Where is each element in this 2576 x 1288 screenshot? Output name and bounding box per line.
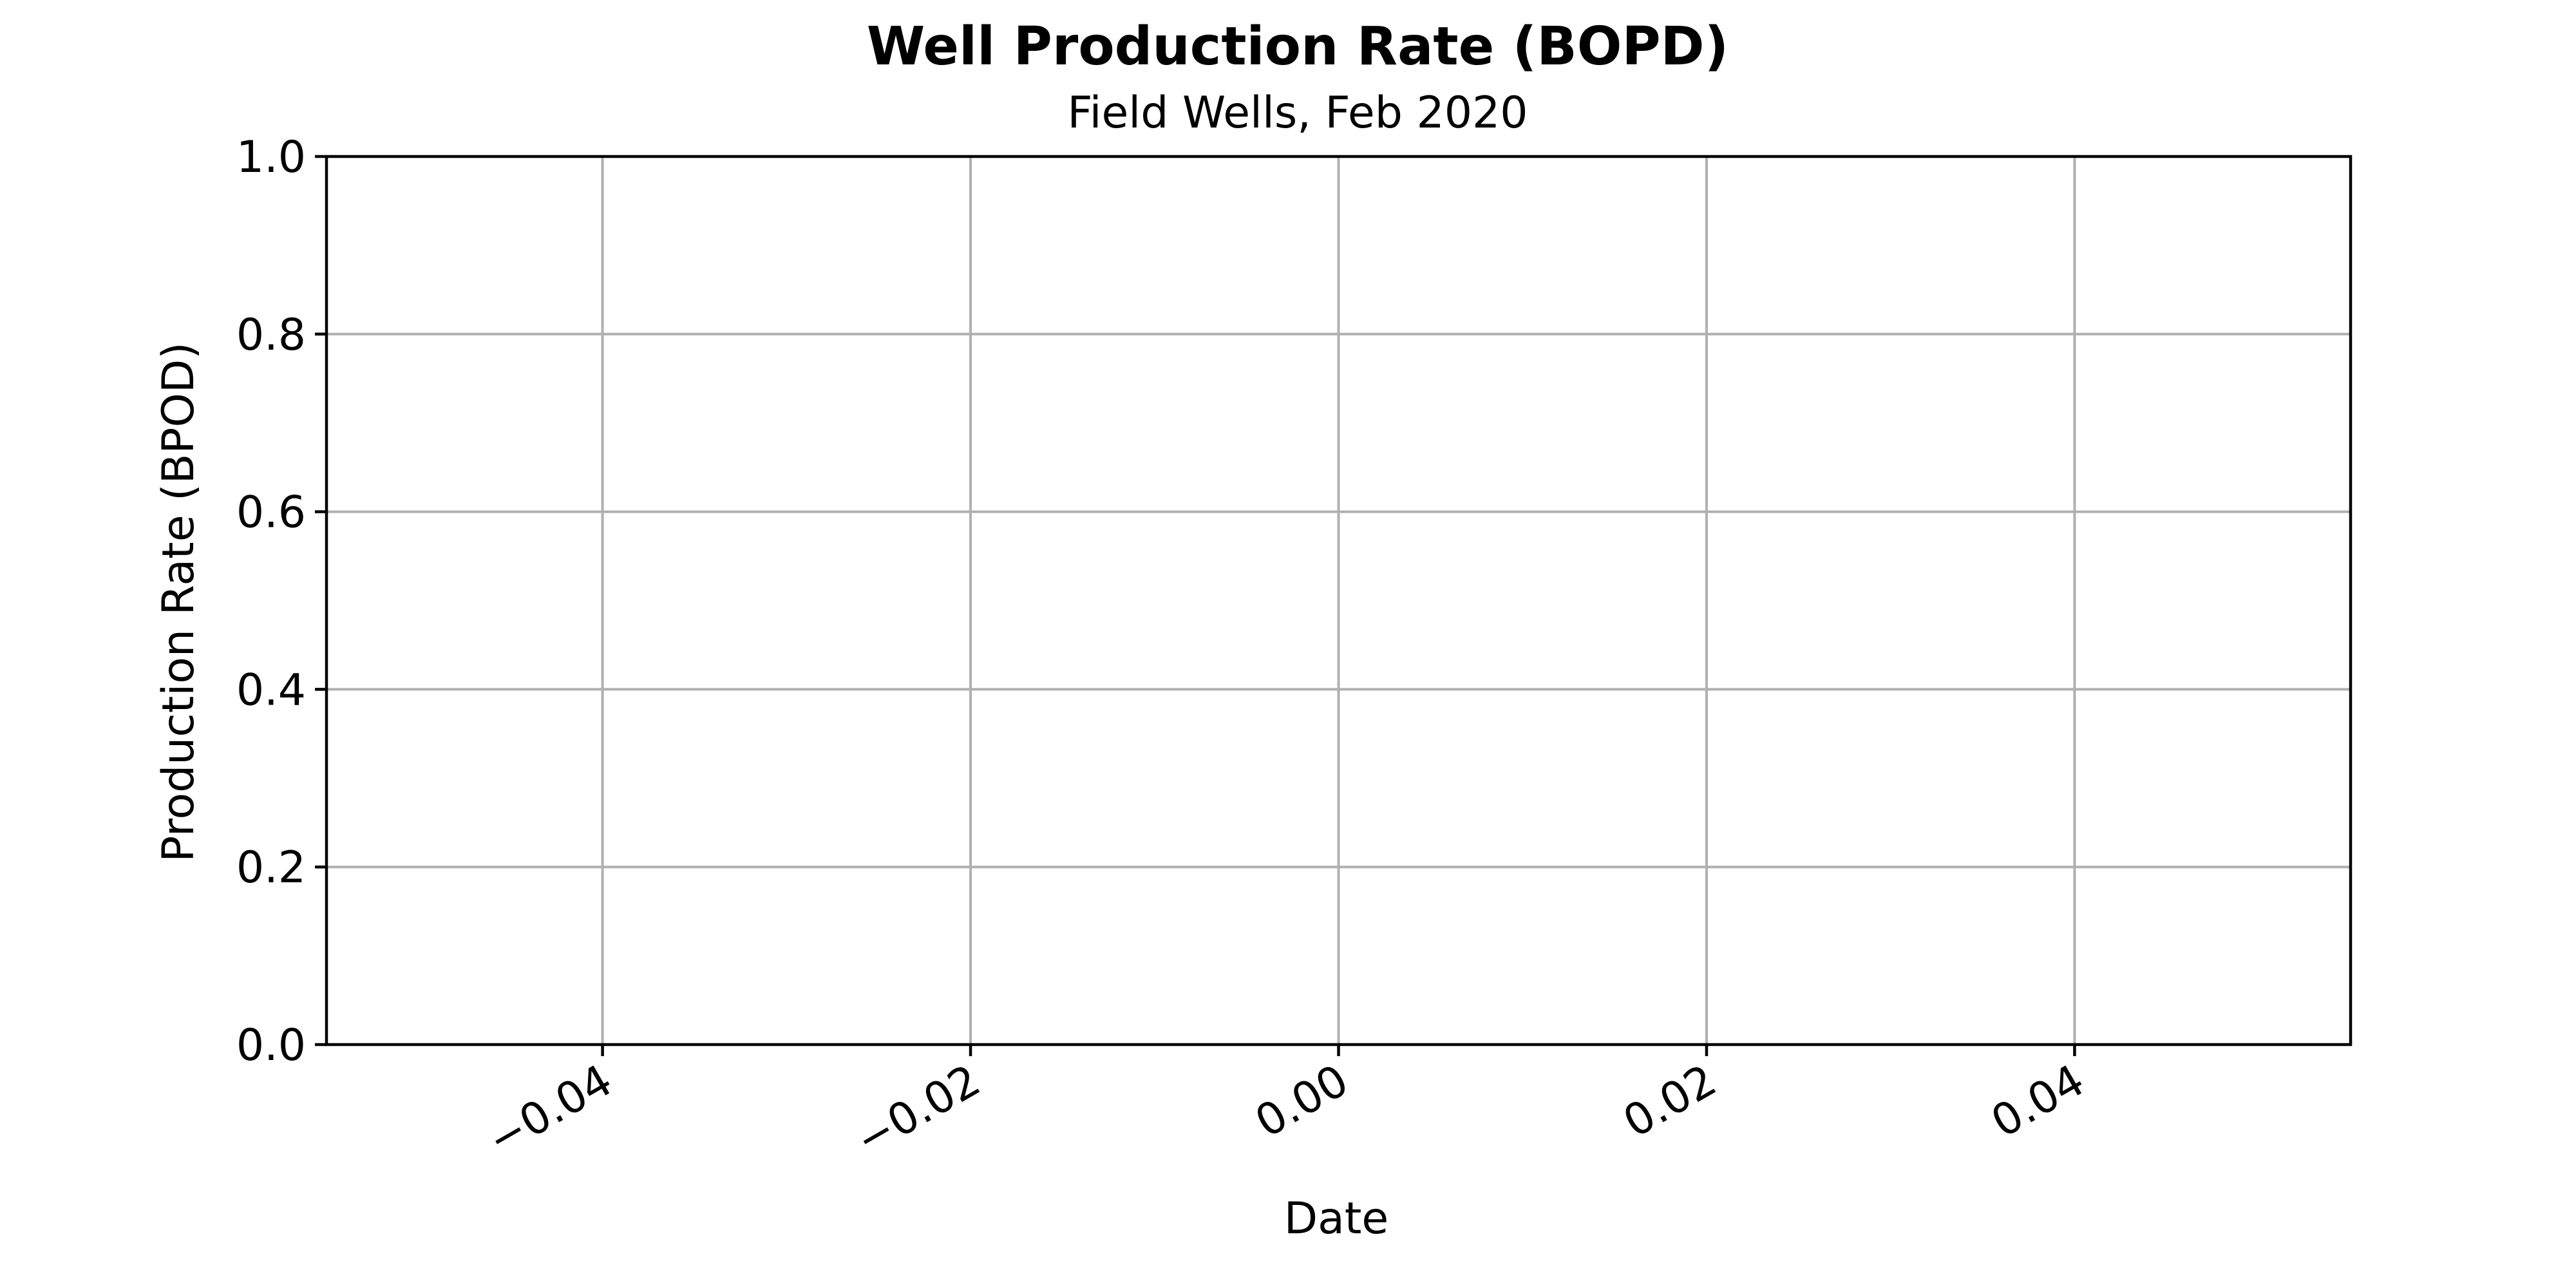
tick-layer: −0.04 −0.02 0.00 0.02 0.04 0.0 0.2 0.4 0.6 0.8 1.0 <box>236 132 2093 1166</box>
x-tick-label: 0.02 <box>1615 1055 1725 1148</box>
y-tick-label: 0.0 <box>236 1020 306 1071</box>
y-tick-label: 0.2 <box>236 842 306 893</box>
x-tick-label: 0.00 <box>1247 1055 1357 1148</box>
chart-title: Well Production Rate (BOPD) <box>867 16 1728 77</box>
x-tick-label: 0.04 <box>1983 1055 2093 1148</box>
y-tick-label: 0.8 <box>236 310 306 361</box>
y-tick-label: 0.4 <box>236 665 306 715</box>
x-tick-label: −0.04 <box>479 1055 621 1166</box>
chart-subtitle: Field Wells, Feb 2020 <box>1067 88 1528 138</box>
y-axis-label: Production Rate (BPOD) <box>153 342 204 862</box>
y-tick-label: 0.6 <box>236 488 306 538</box>
grid-layer <box>327 156 2351 1045</box>
x-tick-label: −0.02 <box>848 1055 989 1166</box>
y-tick-label: 1.0 <box>236 132 306 183</box>
x-axis-label: Date <box>1284 1193 1389 1244</box>
